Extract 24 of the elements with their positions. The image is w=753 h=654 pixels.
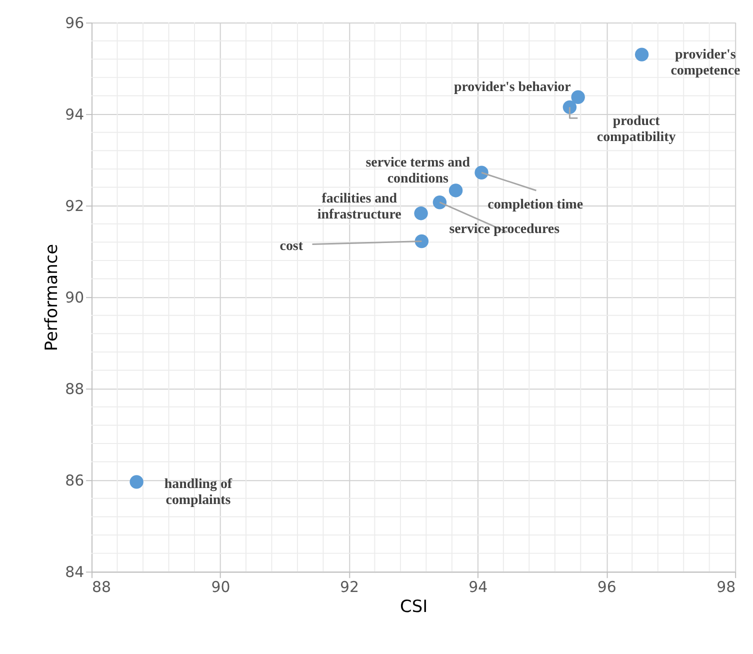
x-tick-label: 92: [340, 578, 359, 596]
x-tick-label: 88: [92, 578, 111, 596]
annotation: cost: [280, 239, 304, 254]
x-axis-title: CSI: [400, 596, 428, 616]
annotation: service terms and conditions: [366, 156, 470, 187]
annotation: facilities and infrastructure: [317, 191, 402, 222]
x-tick-label: 98: [716, 578, 736, 596]
x-tick-label: 94: [468, 578, 488, 596]
y-tick-label: 92: [65, 197, 84, 216]
annotation: provider's behavior: [454, 80, 571, 96]
annotation: provider's competence: [670, 48, 740, 78]
x-tick-label: 96: [597, 578, 616, 596]
annotation: service procedures: [449, 222, 560, 238]
annotation: completion time: [488, 197, 584, 212]
y-axis-title: Performance: [41, 244, 62, 352]
y-tick-label: 96: [65, 14, 84, 32]
y-tick-label: 90: [65, 288, 84, 307]
annotation: handling of complaints: [164, 476, 232, 508]
y-tick-label: 84: [65, 563, 84, 582]
y-tick-label: 88: [65, 380, 84, 398]
x-tick-label: 90: [211, 578, 230, 596]
annotation: product compatibility: [596, 114, 676, 145]
y-tick-label: 94: [65, 106, 84, 124]
y-tick-label: 86: [65, 472, 84, 490]
